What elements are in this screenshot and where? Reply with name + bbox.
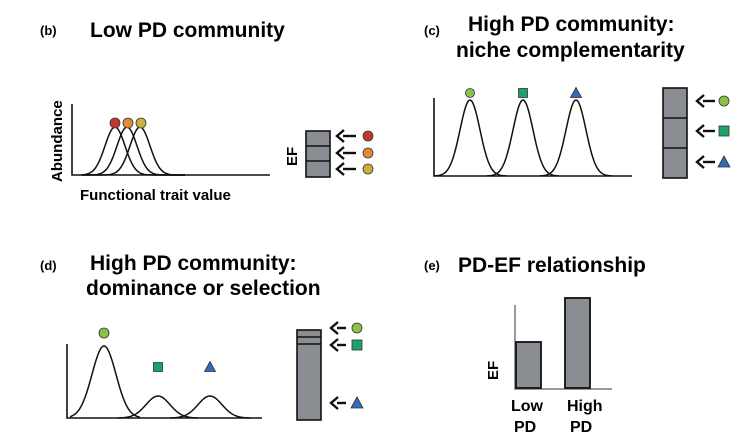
panel-b-species-marker-0 xyxy=(109,117,121,129)
panel-e-label: (e) xyxy=(424,258,440,273)
panel-c-title-line1: High PD community: xyxy=(468,13,675,36)
panel-d-curve-2 xyxy=(170,395,250,419)
panel-d-title-line2: dominance or selection xyxy=(86,277,321,300)
panel-c-curve-0 xyxy=(433,99,507,177)
panel-b-ef-marker-1 xyxy=(362,147,374,159)
panel-c-ef-bar xyxy=(662,87,688,179)
panel-d-ef-marker-0 xyxy=(351,322,363,334)
panel-b-label: (b) xyxy=(40,23,57,38)
panel-b-species-marker-2 xyxy=(135,117,147,129)
panel-e-bar-high-line1: High xyxy=(567,398,603,415)
panel-b-ef-arrow-2-head xyxy=(335,162,345,176)
panel-d-label: (d) xyxy=(40,258,57,273)
panel-e-bar-high-line2: PD xyxy=(570,419,592,436)
panel-d-ef-marker-2 xyxy=(350,396,364,409)
panel-b-ylabel: Abundance xyxy=(49,100,66,182)
panel-c-axes xyxy=(433,98,632,177)
panel-d-ef-marker-1 xyxy=(351,339,363,351)
panel-b-curve-yellow xyxy=(82,126,185,176)
panel-d-ef-arrow-0-head xyxy=(329,321,339,335)
panel-e-bar-low xyxy=(515,341,542,389)
panel-b-ef-label: EF xyxy=(284,147,301,166)
panel-d-curve-0 xyxy=(69,345,141,418)
panel-d-species-marker-0 xyxy=(98,327,110,339)
panel-e-axes xyxy=(514,305,612,390)
panel-c-species-marker-1 xyxy=(518,88,528,98)
panel-c-ef-marker-2 xyxy=(717,155,731,168)
panel-c-title-line2: niche complementarity xyxy=(456,39,685,62)
panel-b-title: Low PD community xyxy=(90,19,285,42)
panel-e-bar-high xyxy=(564,297,591,389)
panel-e-title: PD-EF relationship xyxy=(458,254,646,277)
panel-b-ef-arrow-0-head xyxy=(335,129,345,143)
panel-d-title-line1: High PD community: xyxy=(90,252,297,275)
panel-b-ef-marker-0 xyxy=(362,130,374,142)
panel-b-species-marker-1 xyxy=(122,117,134,129)
panel-d-species-marker-1 xyxy=(153,362,163,372)
panel-c-ef-marker-1 xyxy=(718,125,730,137)
panel-b-xlabel: Functional trait value xyxy=(80,187,231,204)
panel-b-ef-arrow-1-head xyxy=(335,146,345,160)
panel-e-bar-low-line2: PD xyxy=(514,419,536,436)
panel-c-ef-arrow-0-head xyxy=(695,94,705,108)
panel-c-curve-2 xyxy=(539,99,613,177)
panel-c-curve-1 xyxy=(486,99,560,177)
panel-d-species-marker-2 xyxy=(203,360,217,372)
panel-c-label: (c) xyxy=(424,23,440,38)
panel-d-ef-arrow-1-head xyxy=(329,338,339,352)
panel-c-ef-arrow-2-head xyxy=(695,155,705,169)
panel-b-ef-bar xyxy=(305,130,331,178)
panel-d-ef-bar xyxy=(296,329,322,421)
panel-c-ef-arrow-1-head xyxy=(695,124,705,138)
panel-c-species-marker-2 xyxy=(569,86,583,98)
panel-d-ef-arrow-2-head xyxy=(329,396,339,410)
panel-d-axes xyxy=(66,344,262,419)
panel-c-ef-marker-0 xyxy=(718,95,730,107)
panel-c-species-marker-0 xyxy=(465,88,475,98)
panel-b-ef-marker-2 xyxy=(362,163,374,175)
panel-e-bar-low-line1: Low xyxy=(511,398,544,415)
panel-e-ylabel: EF xyxy=(485,361,502,380)
panel-b-axes xyxy=(71,104,270,176)
